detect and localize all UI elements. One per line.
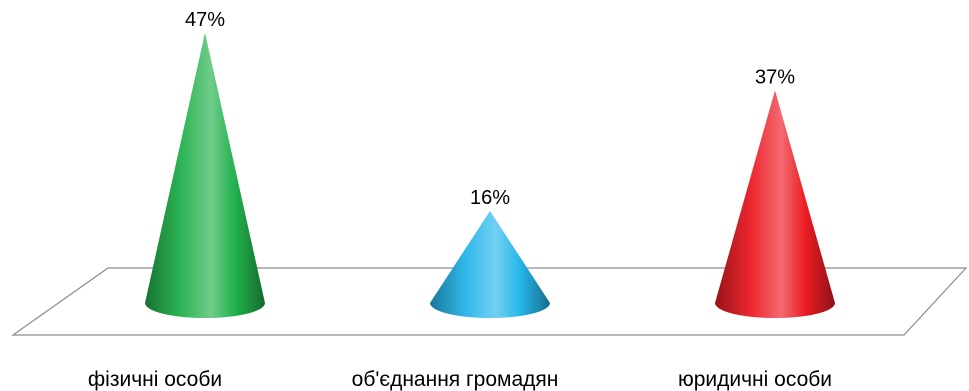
value-label-2: 16%	[470, 187, 510, 209]
value-label-1: 47%	[185, 9, 225, 31]
category-label-2: об'єднання громадян	[352, 368, 559, 391]
labels-layer: 47% фізичні особи 16% об'єднання громадян 37…	[88, 9, 832, 391]
cone-3	[715, 90, 835, 318]
category-label-1: фізичні особи	[88, 368, 222, 391]
cones-layer	[145, 32, 835, 318]
cone-1	[145, 32, 265, 318]
value-label-3: 37%	[755, 66, 795, 88]
category-label-3: юридичні особи	[678, 368, 832, 391]
cone-2	[430, 211, 550, 318]
